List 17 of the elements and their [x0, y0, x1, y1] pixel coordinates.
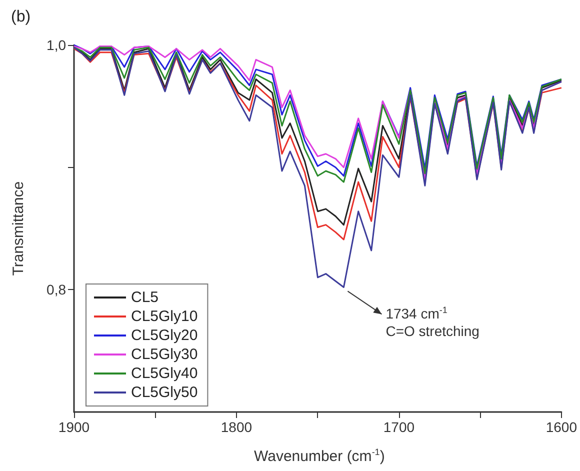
x-tick-label: 1600 — [546, 419, 578, 435]
y-tick-label: 1,0 — [46, 37, 66, 53]
x-tick-label: 1900 — [58, 419, 90, 435]
legend-label: CL5Gly10 — [131, 308, 198, 325]
legend-label: CL5Gly40 — [131, 365, 198, 382]
y-tick-label: 0,8 — [46, 282, 66, 298]
line-series — [73, 46, 562, 288]
legend-label: CL5Gly20 — [131, 327, 198, 344]
y-axis-title: Transmittance — [10, 181, 27, 276]
annotation: 1734 cm$^{-1}$ C=O stretching — [386, 305, 480, 341]
legend-label: CL5Gly30 — [131, 346, 198, 363]
x-tick-label: 1700 — [383, 419, 415, 435]
legend-label: CL5Gly50 — [131, 384, 198, 401]
x-tick-label: 1800 — [220, 419, 252, 435]
chart-title: (b) — [11, 8, 31, 26]
x-axis-title: Wavenumber (cm$^{-1}$) — [254, 447, 385, 467]
legend-label: CL5 — [131, 289, 159, 306]
